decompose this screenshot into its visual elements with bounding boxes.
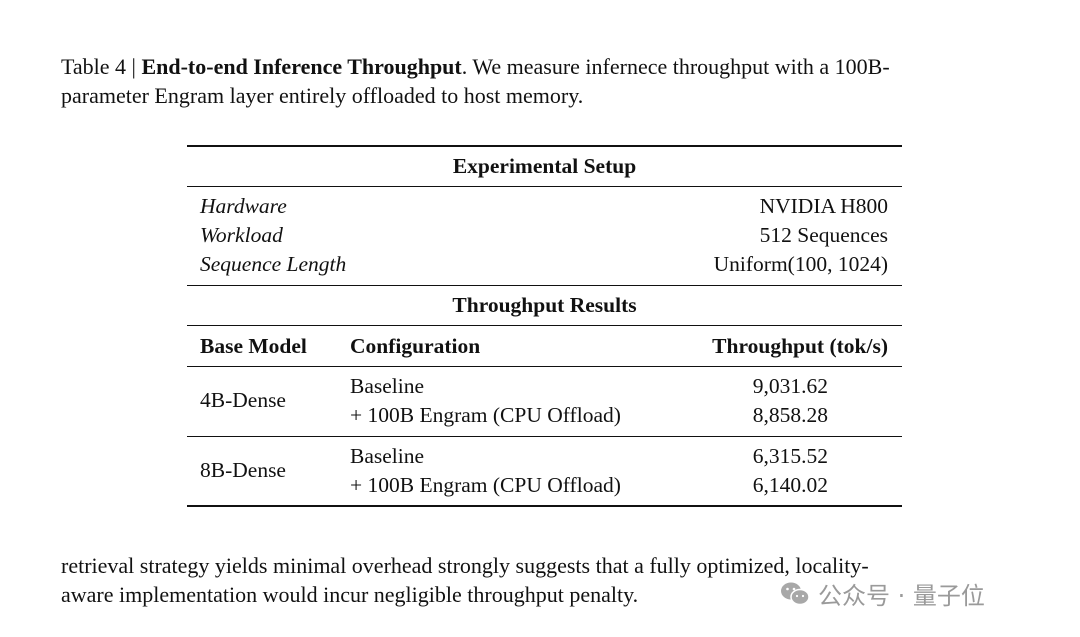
throughput: 6,140.02 [752, 473, 828, 497]
configuration: Baseline [350, 444, 425, 468]
setup-value: NVIDIA H800 [759, 194, 888, 218]
rule [187, 366, 902, 367]
column-header: Configuration [350, 334, 481, 358]
setup-key: Hardware [200, 194, 287, 218]
table-bottom-rule [187, 505, 902, 507]
configuration: Baseline [350, 374, 425, 398]
table-top-rule [187, 145, 902, 147]
configuration: + 100B Engram (CPU Offload) [350, 403, 621, 427]
rule [187, 325, 902, 326]
watermark: 公众号 · 量子位 [780, 576, 985, 611]
watermark-text: 公众号 · 量子位 [818, 582, 985, 610]
rule [187, 186, 902, 187]
body-text: aware implementation would incur negligi… [61, 582, 639, 607]
setup-key: Sequence Length [200, 252, 347, 276]
results-header: Throughput Results [452, 293, 637, 317]
caption-text: . We measure infernece throughput with a… [461, 54, 890, 79]
caption-text-line2: parameter Engram layer entirely offloade… [61, 83, 584, 108]
throughput: 9,031.62 [752, 374, 828, 398]
caption-title: End-to-end Inference Throughput [141, 54, 462, 79]
column-header: Throughput (tok/s) [712, 334, 888, 358]
table-caption: Table 4 | End-to-end Inference Throughpu… [61, 53, 890, 81]
throughput: 6,315.52 [752, 444, 828, 468]
rule [187, 436, 902, 437]
setup-value: 512 Sequences [759, 223, 888, 247]
setup-value: Uniform(100, 1024) [713, 252, 888, 276]
rule [187, 285, 902, 286]
base-model: 8B-Dense [200, 458, 286, 482]
body-text: retrieval strategy yields minimal overhe… [61, 553, 869, 578]
caption-label: Table 4 | [61, 54, 142, 79]
base-model: 4B-Dense [200, 388, 286, 412]
column-header: Base Model [200, 334, 307, 358]
throughput: 8,858.28 [752, 403, 828, 427]
setup-key: Workload [200, 223, 283, 247]
configuration: + 100B Engram (CPU Offload) [350, 473, 621, 497]
wechat-icon [781, 582, 810, 605]
setup-header: Experimental Setup [452, 154, 637, 178]
